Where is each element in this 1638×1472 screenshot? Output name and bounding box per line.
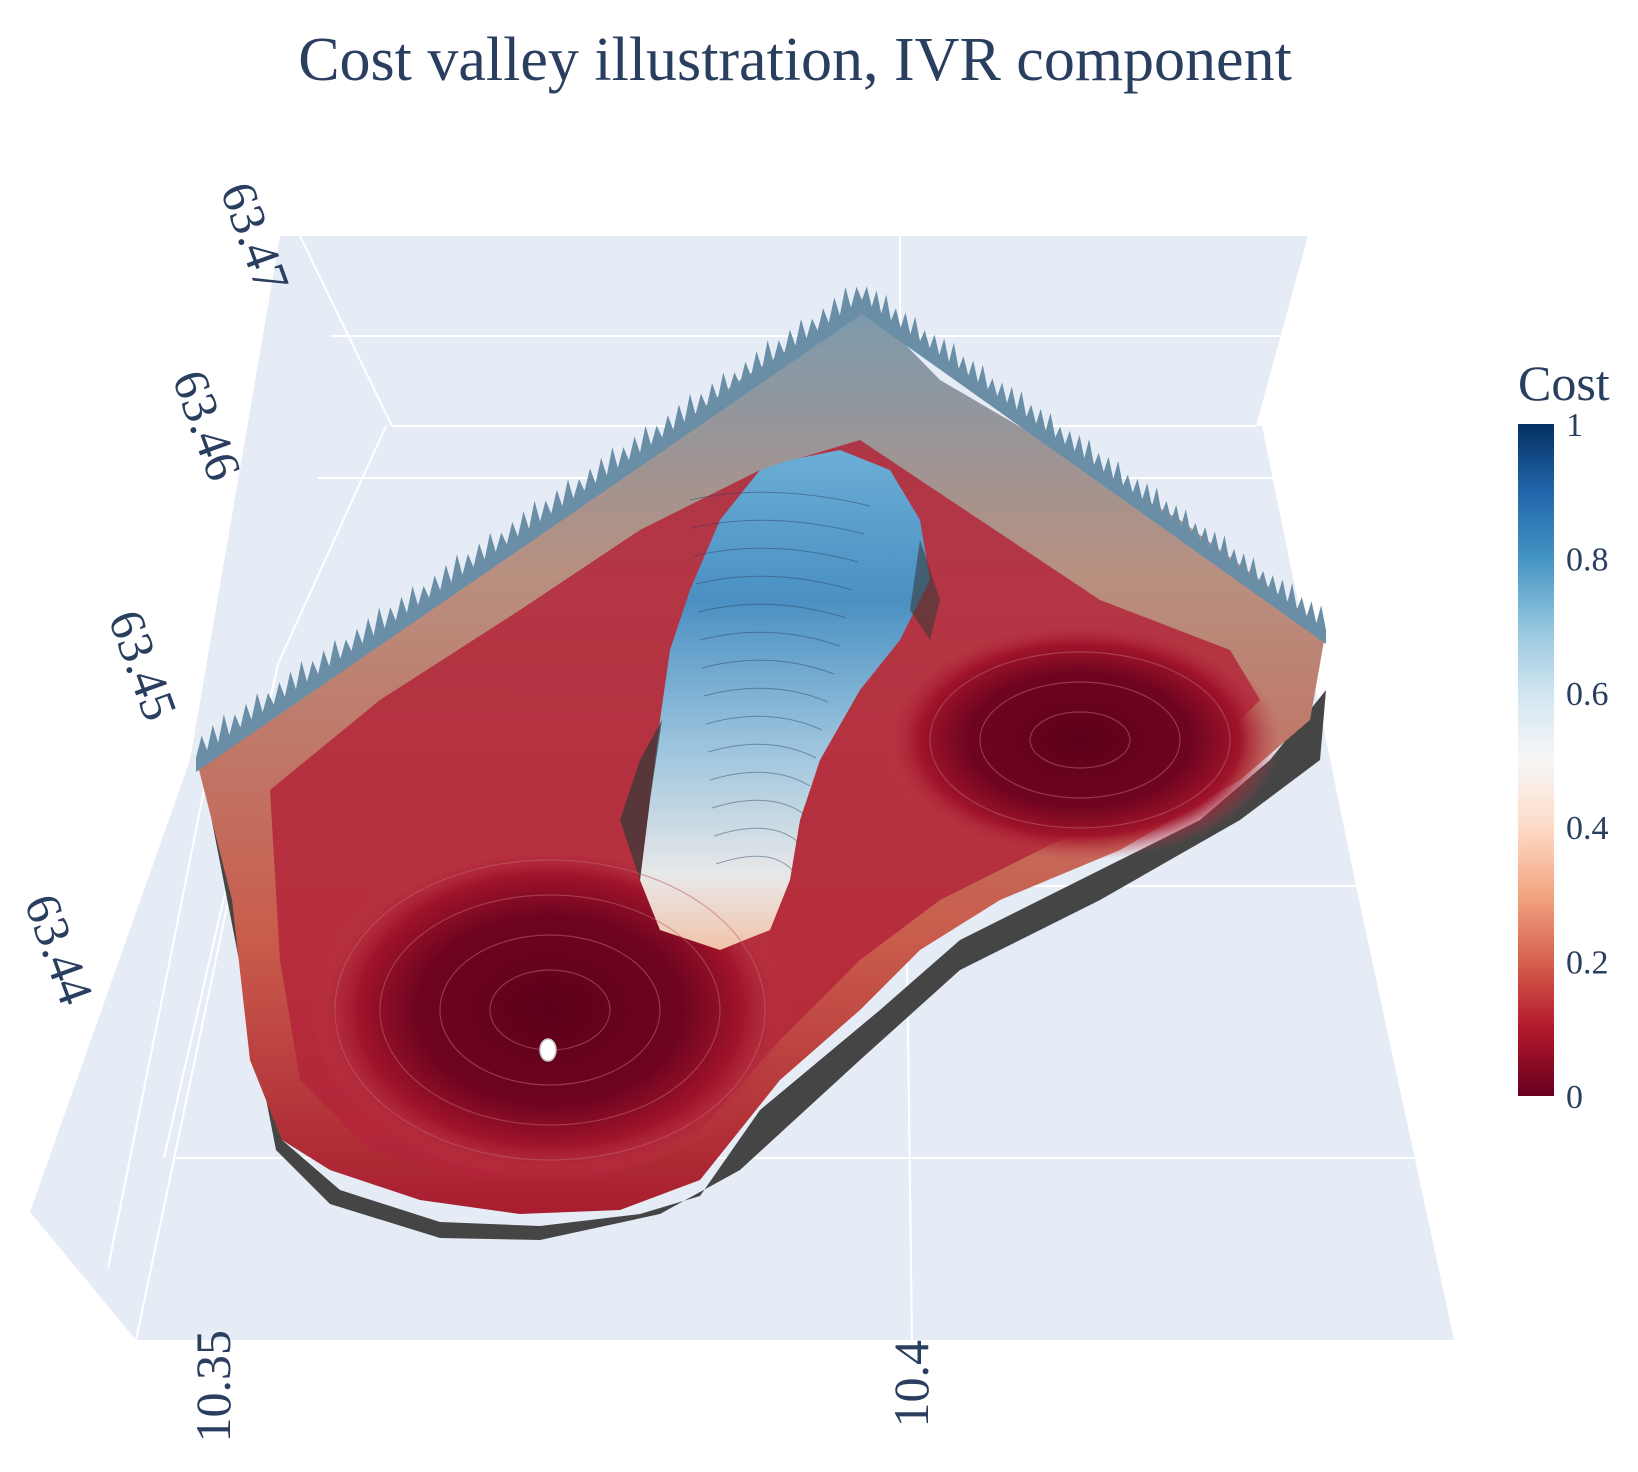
cost-surface <box>196 286 1326 1240</box>
colorbar: Cost 0 0.2 0.4 0.6 0.8 1 <box>1518 355 1610 1116</box>
valley-contour <box>929 651 1231 829</box>
valley-contour <box>1029 711 1131 769</box>
y-tick-63.45: 63.45 <box>98 603 189 728</box>
surface-underside <box>200 690 1326 1240</box>
ridge-contour <box>703 687 829 703</box>
central-ridge <box>640 450 930 950</box>
ridge-contour <box>713 827 799 843</box>
colorbar-gradient <box>1518 424 1554 1096</box>
colorbar-title: Cost <box>1518 355 1610 411</box>
ridge-shadow-right <box>910 540 940 640</box>
colorbar-tick-label: 0 <box>1566 1079 1583 1116</box>
ridge-contour <box>711 799 805 815</box>
ridge-contour <box>699 631 841 647</box>
valley-contour <box>334 859 766 1161</box>
valley-contour <box>439 934 661 1086</box>
valley-contour <box>379 894 721 1126</box>
x-tick-10.4: 10.4 <box>883 1340 939 1428</box>
ridge-contour <box>715 855 793 871</box>
ridge-contour <box>691 519 865 535</box>
gridline <box>107 759 211 1269</box>
ridge-contour <box>689 491 871 507</box>
chart-title: Cost valley illustration, IVR component <box>298 26 1292 94</box>
ridge-contour <box>693 547 859 563</box>
optimum-marker <box>539 1038 557 1062</box>
ridge-contour <box>697 603 847 619</box>
y-tick-63.46: 63.46 <box>162 363 253 488</box>
ridge-contour <box>709 771 811 787</box>
colorbar-tick-label: 1 <box>1566 407 1583 444</box>
ridge-shadow <box>620 720 662 880</box>
ridge-contour <box>701 659 835 675</box>
ridge-contour <box>705 715 823 731</box>
colorbar-tick-label: 0.8 <box>1566 541 1609 578</box>
gridline <box>299 235 393 427</box>
rim-spikes-left <box>196 286 862 772</box>
ridge-contour <box>695 575 853 591</box>
colorbar-ticks: 0 0.2 0.4 0.6 0.8 1 <box>1566 407 1609 1116</box>
x-tick-10.35: 10.35 <box>185 1330 241 1443</box>
ridge-contour <box>707 743 817 759</box>
rim-spikes-right <box>862 286 1326 644</box>
colorbar-tick-label: 0.4 <box>1566 810 1609 847</box>
valley-contour <box>979 681 1181 799</box>
gridline <box>277 425 387 665</box>
colorbar-tick-label: 0.2 <box>1566 945 1609 982</box>
y-tick-63.44: 63.44 <box>14 887 105 1012</box>
valley-right <box>880 620 1280 860</box>
colorbar-tick-label: 0.6 <box>1566 676 1609 713</box>
x-axis-ticks: 10.35 10.4 <box>185 1330 939 1443</box>
